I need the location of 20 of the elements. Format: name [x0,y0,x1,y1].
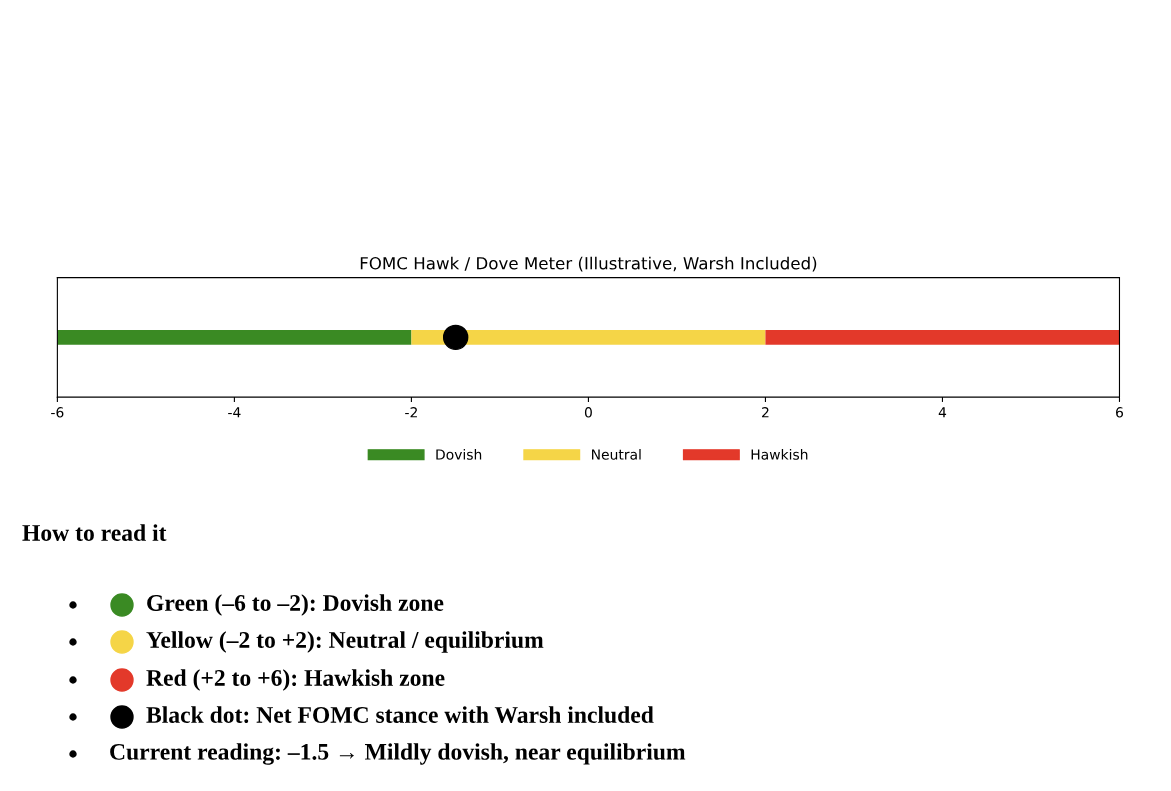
bar [57,329,412,345]
text: Current reading: –1.5 → Mildly dovish, near equilibrium [110,743,686,765]
x-tick-label: -6 [51,407,64,418]
text: Black dot: Net FOMC stance with Warsh included [146,706,654,724]
x-tick-label: 0 [584,407,592,418]
text: Red (+2 to +6): Hawkish zone [146,669,445,691]
bar [765,329,1120,345]
chart-title: FOMC Hawk / Dove Meter (Illustrative, Warsh Included) [360,256,817,272]
text: How to read it [22,524,167,541]
x-tick-label: 4 [938,407,947,418]
x-tick-label: -2 [405,407,417,418]
text: Green (–6 to –2): Dovish zone [147,594,444,616]
x-tick-label: 2 [762,407,769,418]
x-tick-label: 6 [1116,407,1124,418]
text: Yellow (–2 to +2): Neutral / equilibrium [146,631,544,653]
bar [411,329,766,345]
legend-label: Hawkish [751,449,808,460]
x-tick-label: -4 [228,407,241,418]
legend-label: Neutral [592,449,641,460]
legend-label: Dovish [436,449,482,460]
